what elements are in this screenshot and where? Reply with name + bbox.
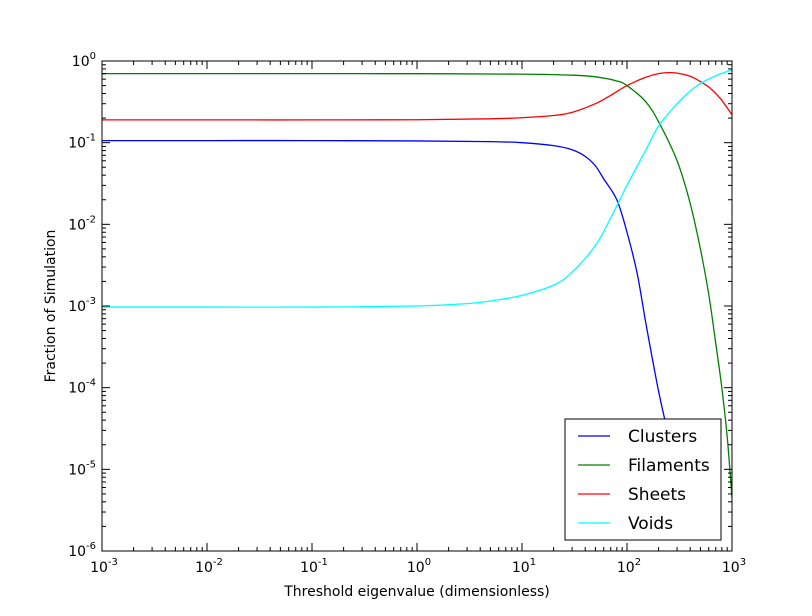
y-tick-label: 10-2 <box>68 214 96 233</box>
y-tick-label: 10-6 <box>68 541 96 560</box>
legend-label-sheets: Sheets <box>628 485 686 505</box>
series-line-clusters <box>102 139 670 436</box>
series-line-sheets <box>102 71 732 121</box>
legend-label-filaments: Filaments <box>628 456 710 476</box>
y-tick-label: 10-5 <box>68 459 96 478</box>
x-tick-label: 10-1 <box>300 557 328 576</box>
series-line-voids <box>102 69 732 308</box>
x-axis-label: Threshold eigenvalue (dimensionless) <box>283 584 550 600</box>
x-tick-label: 103 <box>722 557 746 576</box>
series-line-filaments <box>102 72 732 498</box>
legend-label-clusters: Clusters <box>628 427 697 447</box>
legend: Clusters Filaments Sheets Voids <box>564 418 722 541</box>
y-tick-label: 10-3 <box>68 296 96 315</box>
x-tick-label: 10-3 <box>90 557 118 576</box>
y-tick-label: 10-4 <box>68 378 96 397</box>
legend-label-voids: Voids <box>628 514 673 534</box>
y-tick-label: 10-1 <box>68 133 96 152</box>
series-layer <box>102 69 732 498</box>
y-tick-label: 100 <box>72 51 96 70</box>
y-axis-label: Fraction of Simulation <box>43 230 59 383</box>
x-tick-label: 101 <box>512 557 536 576</box>
tick-layer: 10-3 10-2 10-1 100 101 102 103 10-6 10-5 10-4 10-3… <box>68 51 746 576</box>
x-tick-label: 100 <box>407 557 431 576</box>
x-tick-label: 10-2 <box>195 557 223 576</box>
legend-box <box>564 418 722 541</box>
x-tick-label: 102 <box>617 557 641 576</box>
